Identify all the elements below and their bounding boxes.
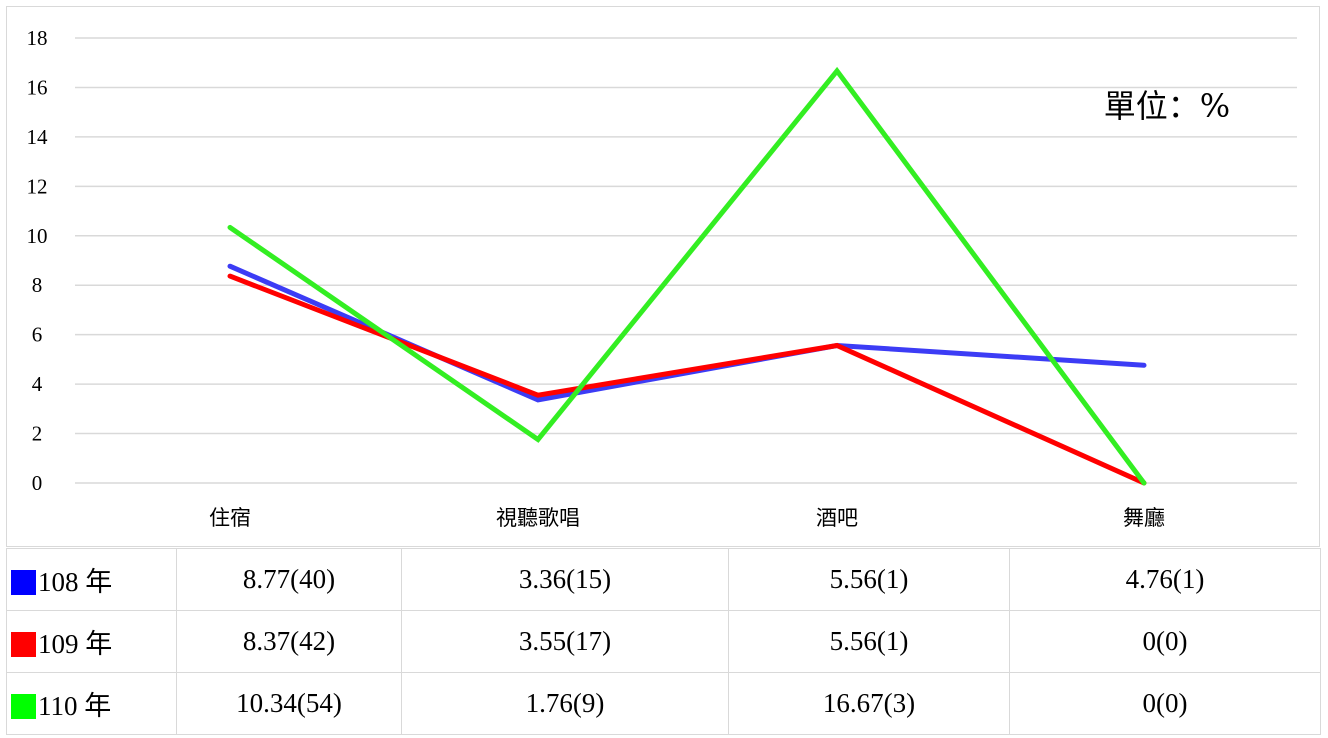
y-tick-label: 12 bbox=[27, 174, 48, 198]
chart-area: 0 2 4 6 8 10 12 14 16 18 住宿 視聽歌唱 酒吧 舞廳 單位：% bbox=[6, 6, 1320, 547]
x-tick-label: 酒吧 bbox=[816, 506, 858, 530]
table-cell: 10.34(54) bbox=[176, 672, 402, 735]
table-row: 110 年 10.34(54) 1.76(9) 16.67(3) 0(0) bbox=[6, 672, 1321, 735]
y-tick-label: 18 bbox=[27, 26, 48, 50]
line-chart: 0 2 4 6 8 10 12 14 16 18 住宿 視聽歌唱 酒吧 舞廳 單位：% bbox=[27, 26, 1297, 530]
y-tick-label: 6 bbox=[32, 323, 43, 347]
series-legend-cell: 109 年 bbox=[6, 610, 177, 673]
y-tick-label: 4 bbox=[32, 372, 43, 396]
table-cell: 5.56(1) bbox=[728, 548, 1010, 611]
table-cell: 5.56(1) bbox=[728, 610, 1010, 673]
legend-swatch bbox=[11, 694, 36, 719]
table-cell: 16.67(3) bbox=[728, 672, 1010, 735]
series-line-2 bbox=[227, 66, 1147, 486]
series-legend-cell: 110 年 bbox=[6, 672, 177, 735]
legend-swatch bbox=[11, 570, 36, 595]
data-table: 108 年 8.77(40) 3.36(15) 5.56(1) 4.76(1) 109 年… bbox=[6, 548, 1321, 735]
y-tick-label: 14 bbox=[27, 125, 49, 149]
x-tick-label: 住宿 bbox=[209, 506, 251, 530]
series-line-1 bbox=[227, 273, 1147, 486]
table-cell: 3.55(17) bbox=[401, 610, 729, 673]
y-tick-label: 8 bbox=[32, 273, 43, 297]
table-cell: 8.37(42) bbox=[176, 610, 402, 673]
series-name: 110 年 bbox=[38, 691, 112, 721]
table-cell: 3.36(15) bbox=[401, 548, 729, 611]
table-cell: 0(0) bbox=[1009, 672, 1321, 735]
unit-annotation: 單位：% bbox=[1104, 87, 1230, 125]
table-cell: 4.76(1) bbox=[1009, 548, 1321, 611]
table-row: 108 年 8.77(40) 3.36(15) 5.56(1) 4.76(1) bbox=[6, 548, 1321, 611]
series-line-0 bbox=[227, 263, 1147, 403]
table-cell: 1.76(9) bbox=[401, 672, 729, 735]
x-tick-label: 舞廳 bbox=[1123, 506, 1165, 530]
y-tick-label: 2 bbox=[32, 422, 43, 446]
y-tick-label: 10 bbox=[27, 224, 48, 248]
table-cell: 0(0) bbox=[1009, 610, 1321, 673]
series-name: 109 年 bbox=[38, 629, 113, 659]
legend-swatch bbox=[11, 632, 36, 657]
x-tick-label: 視聽歌唱 bbox=[496, 506, 580, 530]
table-row: 109 年 8.37(42) 3.55(17) 5.56(1) 0(0) bbox=[6, 610, 1321, 673]
y-tick-label: 0 bbox=[32, 471, 43, 495]
table-cell: 8.77(40) bbox=[176, 548, 402, 611]
series-name: 108 年 bbox=[38, 567, 113, 597]
y-tick-label: 16 bbox=[27, 75, 48, 99]
series-legend-cell: 108 年 bbox=[6, 548, 177, 611]
